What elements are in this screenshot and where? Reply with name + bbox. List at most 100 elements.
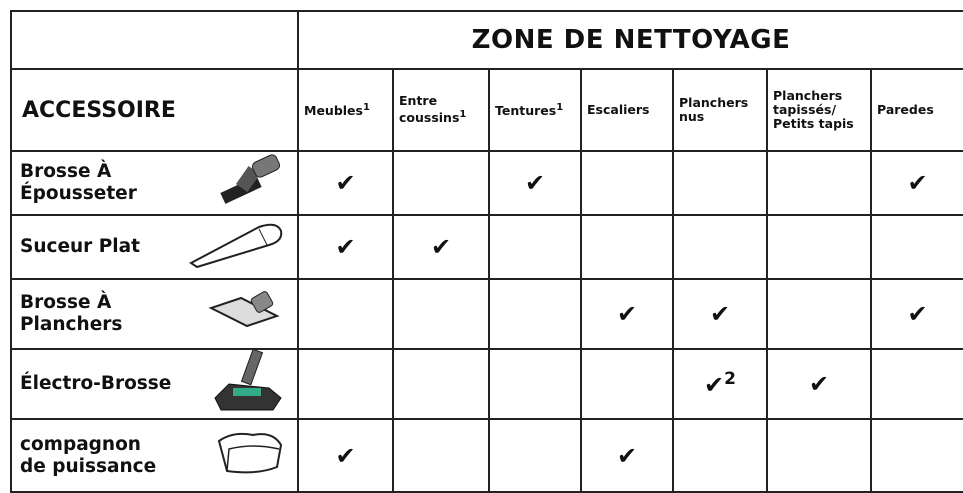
text: de puissance bbox=[20, 455, 157, 477]
cell: ✔ bbox=[297, 150, 394, 216]
cell bbox=[297, 348, 394, 420]
cell: ✔ bbox=[869, 278, 963, 350]
footnote-ref: 1 bbox=[362, 102, 370, 114]
text: Brosse À bbox=[20, 292, 112, 313]
compat-table: ZONE DE NETTOYAGE ACCESSOIRE Meubles1 Entre… bbox=[10, 10, 963, 493]
column-header: Planchers tapissés/Petits tapis bbox=[766, 68, 872, 152]
cell bbox=[488, 348, 582, 420]
text: Petits tapis bbox=[773, 116, 854, 131]
cell: ✔ bbox=[580, 278, 674, 350]
cell bbox=[488, 278, 582, 350]
row: ACCESSOIRE Meubles1 Entre coussins1 Tentures… bbox=[10, 68, 963, 152]
text: Meubles bbox=[304, 103, 363, 119]
row: ZONE DE NETTOYAGE bbox=[10, 10, 963, 70]
accessory-icon bbox=[207, 286, 287, 342]
text: Tentures bbox=[495, 103, 557, 119]
text: ✔ bbox=[704, 371, 725, 399]
title-cell: ZONE DE NETTOYAGE bbox=[296, 10, 963, 70]
text: Paredes bbox=[877, 102, 934, 117]
text: Planchers bbox=[20, 314, 123, 335]
cell bbox=[392, 150, 490, 216]
text: ✔ bbox=[524, 169, 546, 197]
text: ✔ bbox=[907, 300, 928, 328]
text: Entre bbox=[399, 93, 438, 109]
cell: ✔2 bbox=[672, 348, 768, 420]
accessory-icon bbox=[213, 427, 287, 485]
text: Électro-Brosse bbox=[20, 373, 172, 394]
cell bbox=[672, 418, 768, 493]
cell bbox=[580, 214, 674, 280]
text: ✔ bbox=[616, 441, 638, 470]
column-header: Planchers nus bbox=[672, 68, 768, 152]
row: Brosse À Épousseter ✔ ✔ ✔ bbox=[10, 150, 963, 216]
cell bbox=[766, 150, 872, 216]
footnote-ref: 1 bbox=[556, 102, 564, 114]
cell bbox=[672, 150, 768, 216]
cell bbox=[580, 150, 674, 216]
text: ✔ bbox=[616, 300, 638, 328]
text: ✔ bbox=[430, 233, 452, 261]
column-header: Meubles1 bbox=[297, 68, 394, 152]
cell bbox=[297, 278, 394, 350]
column-header: Entre coussins1 bbox=[392, 68, 490, 152]
text: ✔ bbox=[335, 169, 356, 197]
cell bbox=[392, 278, 490, 350]
accessory-name: Brosse À Planchers bbox=[10, 278, 299, 350]
cell bbox=[488, 214, 582, 280]
footnote-ref: 1 bbox=[459, 109, 467, 121]
accessory-icon bbox=[187, 219, 287, 275]
accessory-icon bbox=[217, 154, 287, 212]
cell bbox=[766, 418, 872, 493]
text: ✔ bbox=[709, 300, 731, 328]
text: ACCESSOIRE bbox=[22, 97, 176, 123]
accessory-icon bbox=[211, 348, 287, 420]
text: Planchers bbox=[679, 95, 749, 110]
column-header: Tentures1 bbox=[488, 68, 582, 152]
column-header: Paredes bbox=[869, 68, 963, 152]
cell bbox=[869, 214, 963, 280]
text: Suceur Plat bbox=[20, 236, 140, 257]
cell: ✔ bbox=[580, 418, 674, 493]
cell: ✔ bbox=[297, 418, 394, 493]
corner-cell bbox=[10, 10, 299, 70]
text: tapissés/ bbox=[773, 102, 837, 117]
cell bbox=[580, 348, 674, 420]
text: nus bbox=[679, 109, 705, 124]
text: ZONE DE NETTOYAGE bbox=[471, 25, 791, 55]
text: Brosse À bbox=[20, 161, 112, 182]
cell: ✔ bbox=[766, 348, 872, 420]
text: ✔ bbox=[808, 370, 830, 398]
accessory-name: Suceur Plat bbox=[10, 214, 299, 280]
text: ✔ bbox=[335, 441, 356, 470]
footnote-ref: 2 bbox=[724, 369, 736, 389]
cell: ✔ bbox=[297, 214, 394, 280]
cell bbox=[392, 418, 490, 493]
column-header: Escaliers bbox=[580, 68, 674, 152]
accessory-name: Électro-Brosse bbox=[10, 348, 299, 420]
text: compagnon bbox=[20, 433, 141, 455]
cell: ✔ bbox=[672, 278, 768, 350]
cell bbox=[869, 418, 963, 493]
row: Électro-Brosse ✔2 ✔ bbox=[10, 348, 963, 420]
text: Planchers bbox=[773, 88, 843, 103]
cell bbox=[766, 214, 872, 280]
cell bbox=[392, 348, 490, 420]
row: Suceur Plat ✔ ✔ bbox=[10, 214, 963, 280]
cell bbox=[488, 418, 582, 493]
cell: ✔ bbox=[488, 150, 582, 216]
cell: ✔ bbox=[392, 214, 490, 280]
row: Brosse À Planchers ✔ ✔ ✔ bbox=[10, 278, 963, 350]
row: compagnon de puissance ✔ ✔ bbox=[10, 418, 963, 493]
text: Escaliers bbox=[587, 102, 650, 117]
cell bbox=[869, 348, 963, 420]
text: Épousseter bbox=[20, 183, 137, 204]
cell: ✔ bbox=[869, 150, 963, 216]
cell bbox=[672, 214, 768, 280]
text: coussins bbox=[399, 110, 460, 126]
cell bbox=[766, 278, 872, 350]
accessory-name: compagnon de puissance bbox=[10, 418, 299, 493]
accessory-header: ACCESSOIRE bbox=[10, 68, 299, 152]
accessory-name: Brosse À Épousseter bbox=[10, 150, 299, 216]
text: ✔ bbox=[907, 169, 928, 197]
